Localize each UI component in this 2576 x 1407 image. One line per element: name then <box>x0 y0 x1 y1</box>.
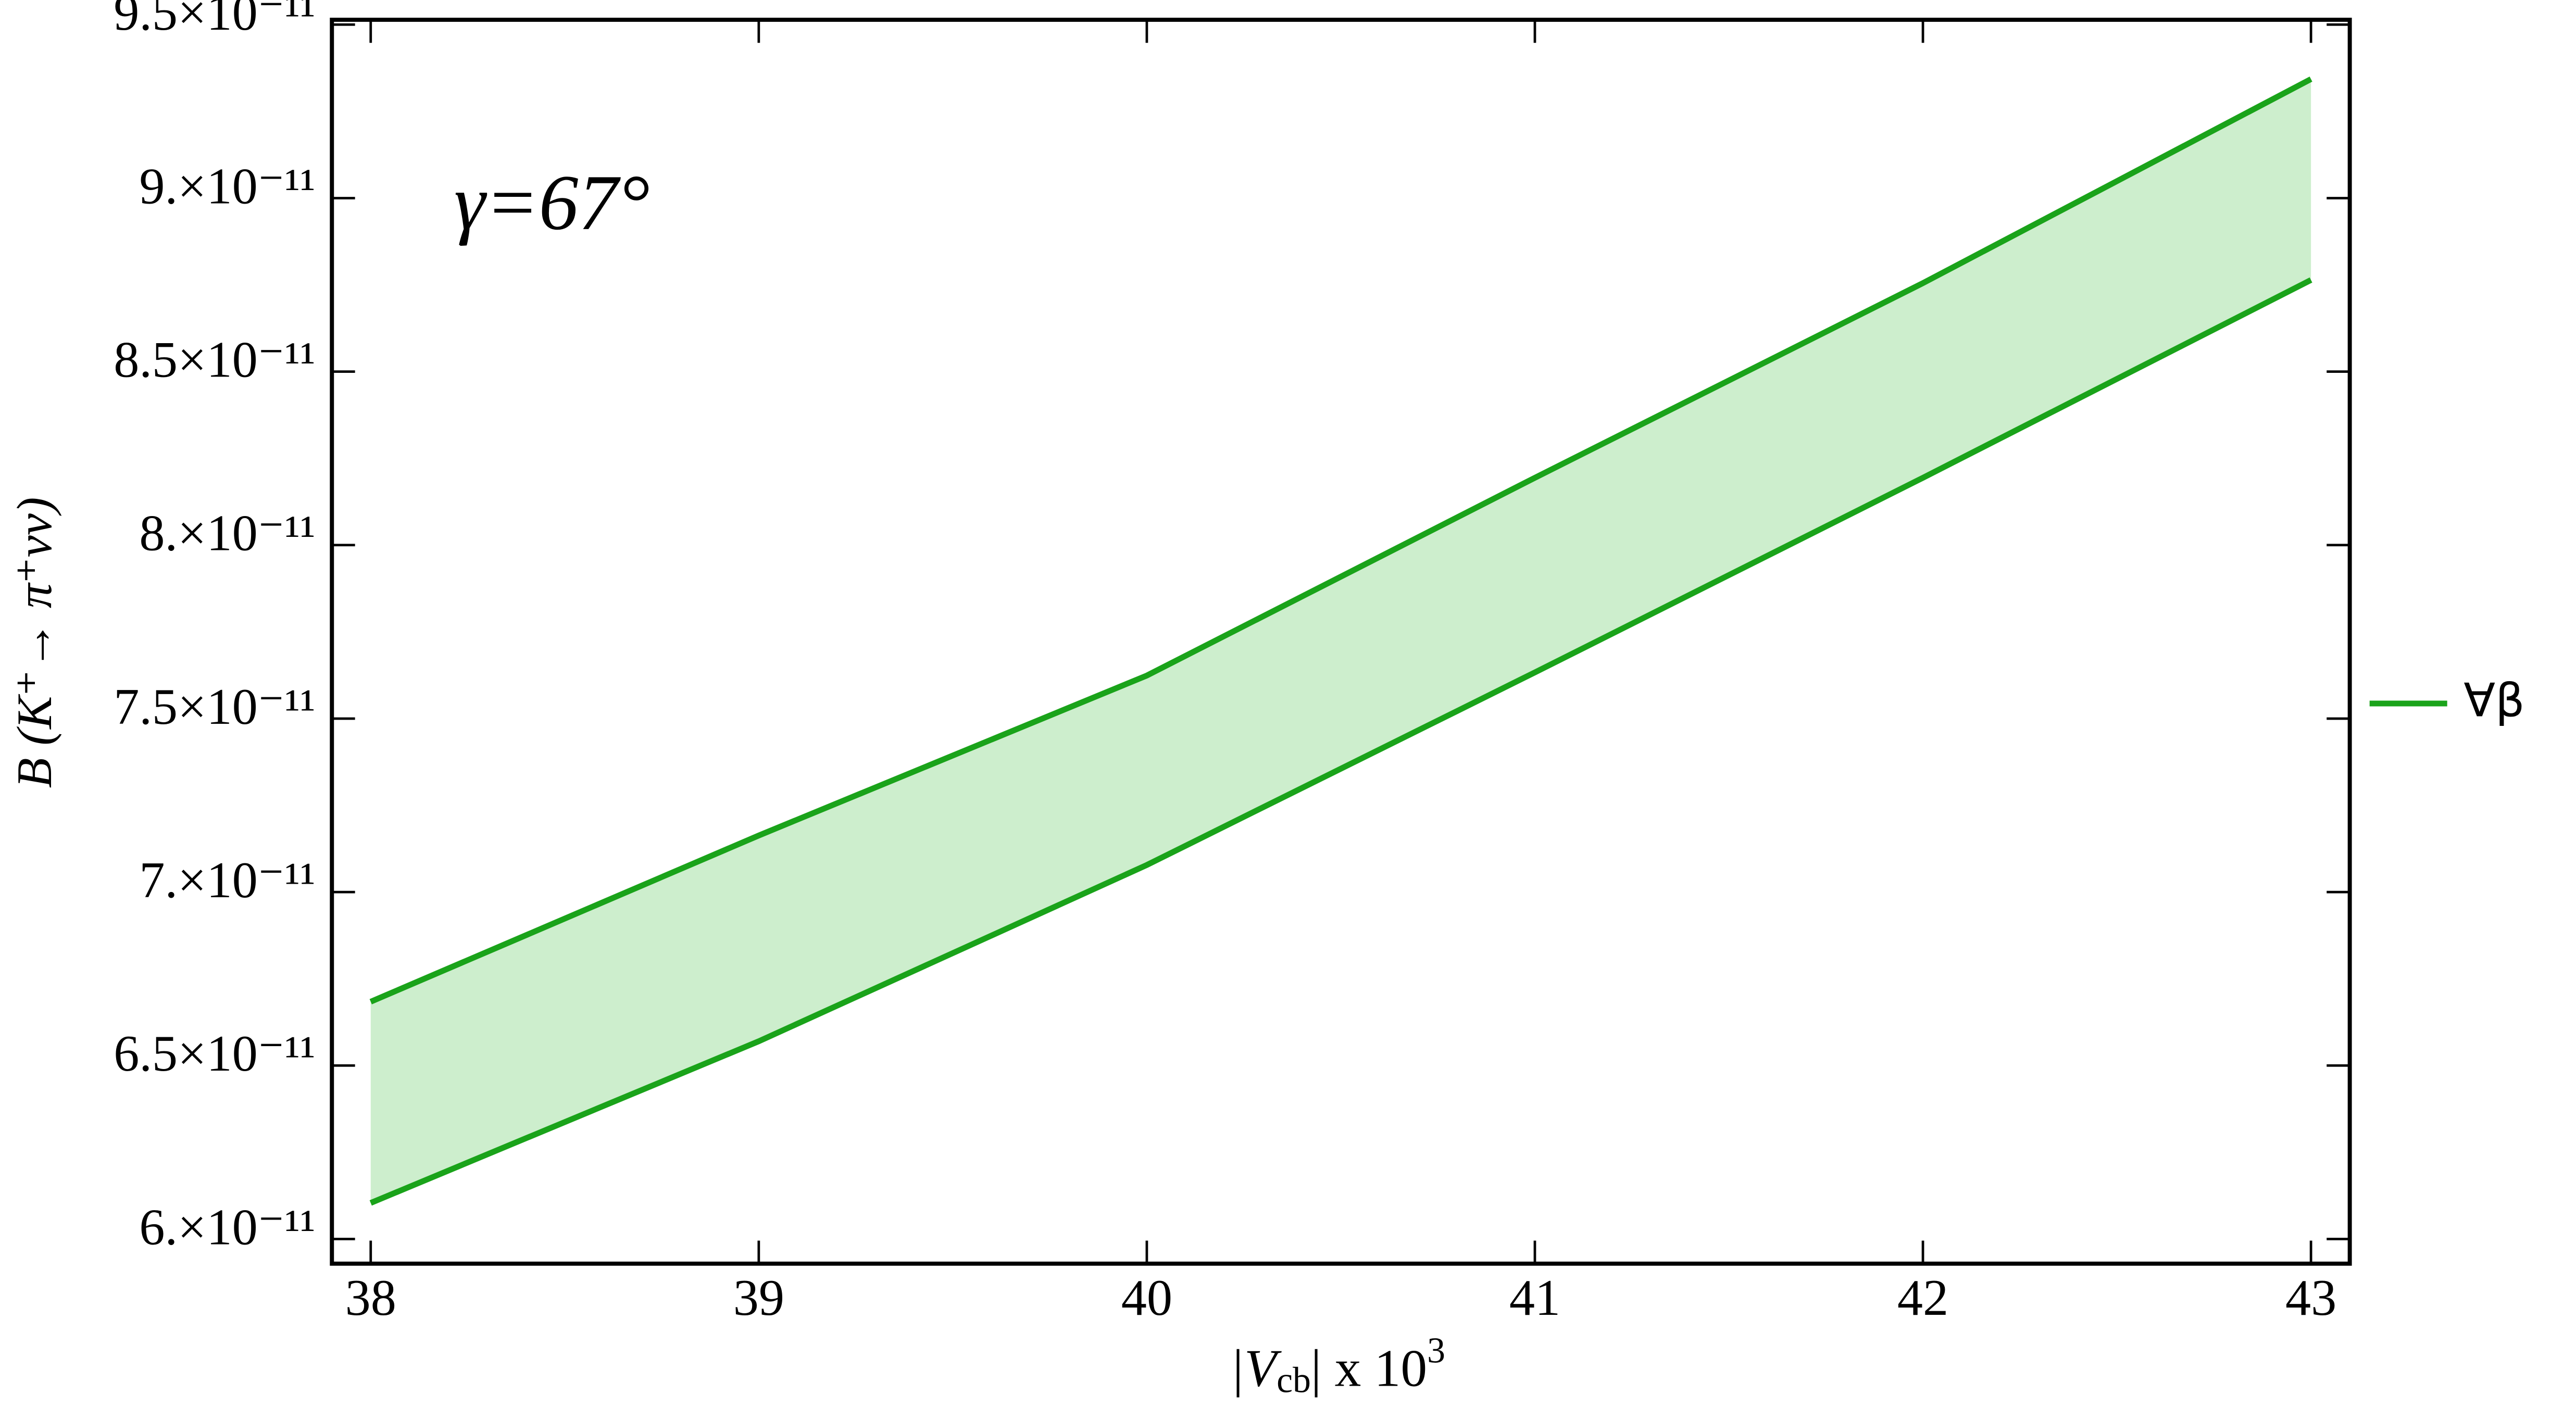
x-tick-label: 42 <box>1897 1270 1948 1326</box>
x-label-part: |V <box>1230 1339 1282 1398</box>
band-area <box>370 79 2311 1203</box>
annotation: γ=67° <box>454 159 650 246</box>
y-tick-label: 7.×10⁻¹¹ <box>139 852 315 909</box>
legend-label: ∀β <box>2464 673 2524 727</box>
x-axis-label: |Vcb| x 103 <box>1230 1331 1445 1401</box>
x-tick-label: 38 <box>345 1270 396 1326</box>
y-tick-label: 6.5×10⁻¹¹ <box>114 1026 315 1082</box>
x-tick-label: 41 <box>1509 1270 1560 1326</box>
y-tick-label: 8.5×10⁻¹¹ <box>114 332 315 388</box>
y-tick-label: 8.×10⁻¹¹ <box>139 506 315 562</box>
band-line <box>369 277 2312 1206</box>
x-tick-label: 39 <box>733 1270 784 1326</box>
x-label-sub: cb <box>1277 1361 1311 1401</box>
y-tick-label: 6.×10⁻¹¹ <box>139 1199 315 1255</box>
x-tick-label: 40 <box>1121 1270 1172 1326</box>
y-tick-label: 9.×10⁻¹¹ <box>139 158 315 215</box>
band-line <box>369 77 2312 1004</box>
x-label-part: | x 10 <box>1311 1339 1427 1398</box>
x-label-sup: 3 <box>1427 1331 1445 1371</box>
plot-frame <box>330 18 2352 1266</box>
y-axis-label: B (K⁺→ π⁺νν) <box>7 497 62 788</box>
y-tick-label: 9.5×10⁻¹¹ <box>114 0 315 41</box>
x-tick-label: 43 <box>2285 1270 2336 1326</box>
y-tick-label: 7.5×10⁻¹¹ <box>114 679 315 735</box>
